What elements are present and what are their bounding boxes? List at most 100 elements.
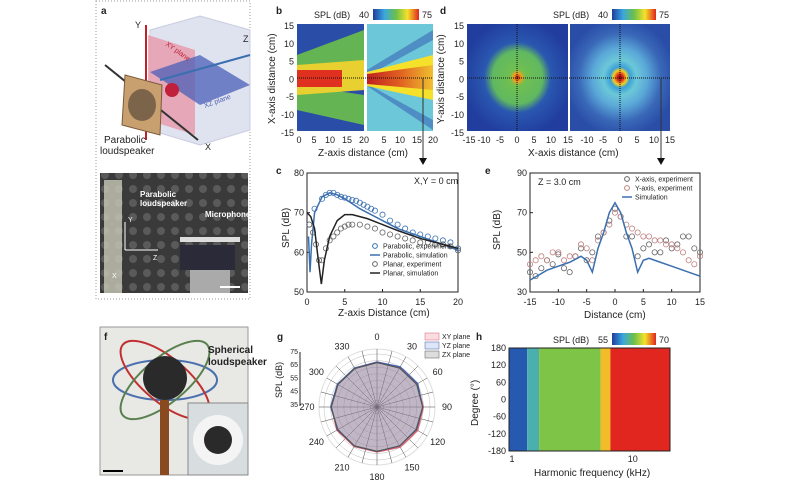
b-xtick: 5	[381, 135, 386, 145]
x-tick-label: -5	[583, 297, 591, 307]
panel-h-colorbar: SPL (dB) 55 70	[553, 333, 669, 345]
d-xtick: 5	[634, 135, 639, 145]
y-tick-label: 50	[294, 287, 304, 297]
x-tick-label: 10	[667, 297, 677, 307]
spoke	[376, 406, 407, 458]
spoke	[376, 406, 428, 437]
b-to-c-arrowhead	[419, 158, 427, 165]
data-point-2	[371, 225, 378, 232]
x-tick-label: 10	[377, 297, 387, 307]
spoke	[347, 356, 378, 408]
spoke	[376, 406, 434, 423]
photo-y-label: Y	[128, 217, 133, 224]
data-point-1	[668, 241, 675, 248]
speaker-stick	[104, 180, 122, 293]
legend-swatch	[424, 350, 440, 359]
legend-label: Parabolic, experiment	[383, 244, 451, 251]
spoke	[376, 391, 434, 408]
data-point-1	[549, 249, 556, 256]
panel-label-a: a	[101, 6, 107, 17]
plot-frame	[508, 347, 671, 452]
data-point-1	[629, 225, 636, 232]
data-point-1	[657, 237, 664, 244]
data-point-0	[589, 249, 596, 256]
b-xtick: 10	[325, 135, 335, 145]
spoke	[376, 406, 393, 464]
b-ytick: -5	[286, 92, 294, 102]
g-rlabel: SPL (dB)	[274, 362, 284, 398]
heatmap-band	[539, 348, 601, 451]
legend-swatch	[424, 332, 440, 341]
e-annotation: Z = 3.0 cm	[538, 177, 581, 187]
colorbar-min: 55	[598, 335, 608, 345]
panel-label-h: h	[476, 332, 482, 343]
plot-frame	[529, 172, 701, 293]
d-xlabel: X-axis distance (cm)	[528, 148, 619, 159]
angle-label: 30	[407, 341, 417, 351]
legend-label: Parabolic, simulation	[383, 253, 448, 260]
d-xtick: -5	[496, 135, 504, 145]
data-point-0	[680, 233, 687, 240]
data-point-2	[409, 237, 416, 244]
y-tick-label: -60	[493, 412, 506, 422]
data-point-0	[629, 233, 636, 240]
data-point-0	[640, 245, 647, 252]
sphere	[143, 356, 187, 400]
data-point-1	[663, 241, 670, 248]
angle-label: 120	[430, 437, 445, 447]
d-xtick: 0	[514, 135, 519, 145]
y-tick-label: 80	[294, 168, 304, 178]
d-ytick: 5	[459, 57, 464, 67]
b-xtick: 10	[395, 135, 405, 145]
angle-label: 60	[433, 367, 443, 377]
x-tick-label: 20	[453, 297, 463, 307]
spherical-label-1: Spherical	[208, 345, 253, 356]
stage-base	[190, 270, 230, 293]
data-point-0	[349, 196, 356, 203]
heatmap-band	[610, 348, 670, 451]
setup-photo: Parabolic loudspeaker Microphone Y Z X	[100, 173, 251, 293]
r-tick-label: 35	[290, 402, 298, 409]
data-point-2	[379, 229, 386, 236]
e-ylabel: SPL (dB)	[492, 210, 503, 250]
d-xtick: 15	[665, 135, 675, 145]
r-tick-label: 65	[290, 362, 298, 369]
y-tick-label: 70	[294, 208, 304, 218]
angle-label: 90	[442, 402, 452, 412]
data-point-2	[306, 221, 313, 228]
spoke	[320, 391, 378, 408]
panel-label-g: g	[277, 332, 283, 343]
speaker-grid	[128, 89, 156, 121]
speaker-label-line2: loudspeaker	[100, 146, 155, 157]
y-tick-label: 70	[517, 208, 527, 218]
data-point-0	[697, 249, 704, 256]
plot-g: 0 30 60 90 120 150 180 210 240 270 300 330 XY plane Y…	[290, 332, 470, 482]
stage	[180, 245, 235, 270]
spoke	[335, 365, 378, 408]
y-tick-label: 120	[491, 360, 506, 370]
z-axis-arrow	[159, 54, 251, 81]
plot-c: 0 5 10 15 20 50 60 70 80 Parabolic, experiment Par…	[294, 168, 463, 307]
d-xtick: 10	[546, 135, 556, 145]
b-xtick: 0	[296, 135, 301, 145]
b-ytick: 10	[284, 39, 294, 49]
legend-label: X-axis, experiment	[635, 177, 693, 184]
data-point-0	[663, 237, 670, 244]
angle-label: 210	[334, 463, 349, 473]
data-point-1	[606, 221, 613, 228]
data-point-2	[364, 223, 371, 230]
heatmap-band	[509, 348, 528, 451]
data-point-1	[583, 245, 590, 252]
colorbar	[612, 9, 656, 20]
b-ytick: -10	[281, 110, 294, 120]
spoke	[361, 350, 378, 408]
legend-marker	[624, 176, 630, 182]
y-tick-label: 0	[501, 395, 506, 405]
microphone	[180, 237, 240, 242]
colorbar-max: 70	[659, 335, 669, 345]
spoke	[376, 365, 419, 408]
d-xtick: -5	[599, 135, 607, 145]
data-point-0	[337, 193, 344, 200]
